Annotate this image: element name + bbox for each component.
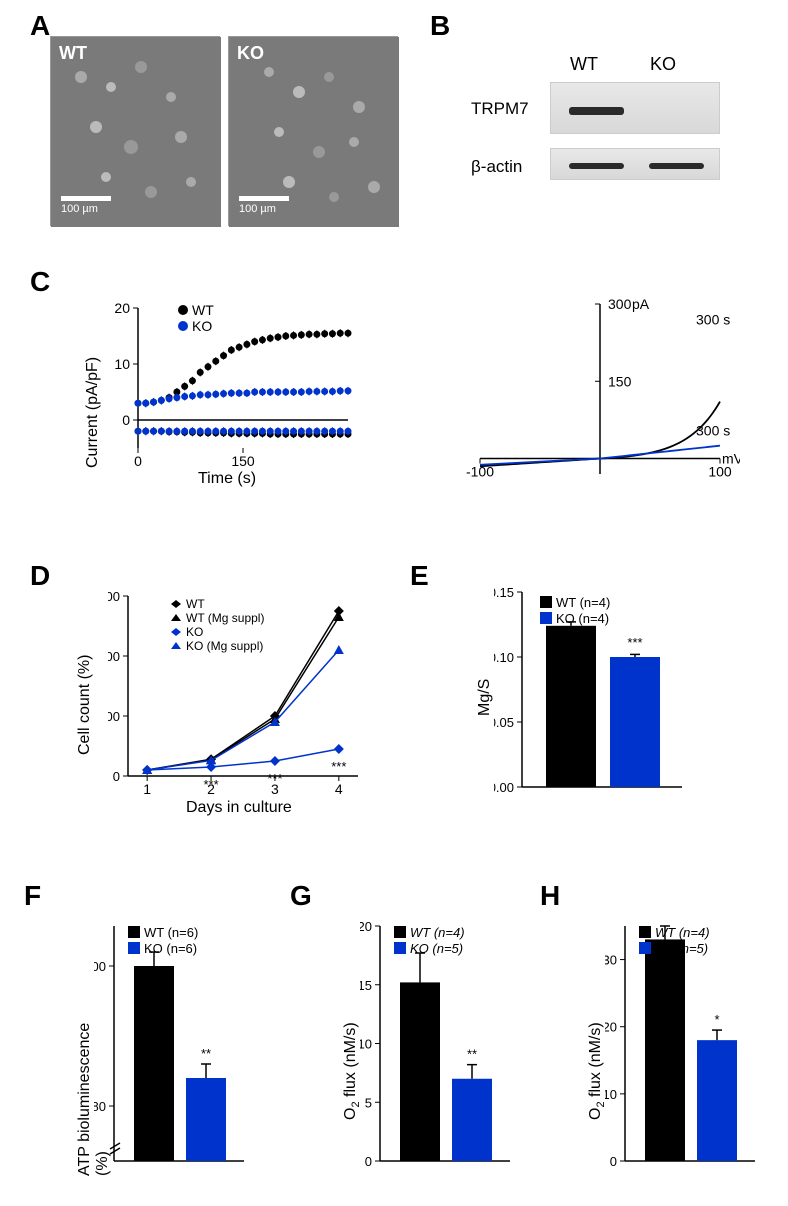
svg-text:1000: 1000: [108, 709, 120, 724]
svg-text:***: ***: [267, 771, 282, 786]
svg-text:150: 150: [231, 453, 255, 469]
blot-trpm7: TRPM7: [550, 82, 720, 134]
svg-text:KO (n=5): KO (n=5): [410, 941, 463, 956]
microscopy-ko: KO 100 µm: [228, 36, 398, 226]
svg-text:mV: mV: [722, 451, 740, 467]
svg-text:KO (n=5): KO (n=5): [655, 941, 708, 956]
panel-g-label: G: [290, 880, 312, 912]
svg-text:***: ***: [627, 635, 642, 650]
micro-label-ko: KO: [237, 43, 264, 64]
svg-text:KO: KO: [186, 625, 203, 639]
svg-text:100: 100: [94, 959, 106, 974]
svg-text:0: 0: [134, 453, 142, 469]
panel-c: 0 10 20 0 150 Current (pA/pF) Time (s) WT KO…: [60, 294, 760, 514]
svg-text:300 s: 300 s: [696, 312, 730, 328]
svg-text:WT (n=4): WT (n=4): [655, 925, 710, 940]
panel-d: 01000200030001234*********WTWT (Mg suppl…: [60, 580, 380, 840]
chart-g-o2: 05101520**WT (n=4)KO (n=5) O2 flux (nM/s…: [360, 920, 520, 1170]
d-ylabel: Cell count (%): [76, 655, 94, 755]
blot-actin: β-actin: [550, 148, 720, 180]
e-ylabel: Mg/S: [476, 679, 494, 716]
f-ylabel: ATP bioluminescence (%): [76, 998, 112, 1176]
svg-text:3000: 3000: [108, 590, 120, 604]
c1-xlabel: Time (s): [198, 470, 256, 488]
svg-text:WT (n=4): WT (n=4): [410, 925, 465, 940]
panel-a: WT 100 µm KO 100 µm: [50, 36, 400, 236]
chart-e-mgs: 0.000.050.100.15***WT (n=4)KO (n=4) Mg/S: [494, 586, 694, 796]
panel-b-label: B: [430, 10, 450, 42]
svg-text:30: 30: [605, 953, 617, 968]
svg-text:WT (n=4): WT (n=4): [556, 595, 610, 610]
svg-text:0: 0: [122, 412, 130, 428]
svg-text:300 s: 300 s: [696, 422, 730, 438]
svg-text:15: 15: [360, 978, 372, 993]
svg-text:20: 20: [360, 920, 372, 934]
svg-text:***: ***: [331, 759, 346, 774]
chart-d-growth: 01000200030001234*********WTWT (Mg suppl…: [108, 590, 368, 790]
chart-c-iv: 150300pA-100100mV300 s300 s: [460, 294, 740, 494]
svg-text:0: 0: [365, 1154, 372, 1169]
h-ylabel: O2 flux (nM/s): [587, 1022, 607, 1120]
svg-text:KO (n=6): KO (n=6): [144, 941, 197, 956]
chart-h-o2: 0102030*WT (n=4)KO (n=5) O2 flux (nM/s): [605, 920, 765, 1170]
blot-col-wt: WT: [570, 54, 598, 75]
svg-text:5: 5: [365, 1095, 372, 1110]
scalebar-ko: 100 µm: [239, 196, 289, 215]
legend-ko: KO: [192, 318, 212, 334]
svg-text:0.05: 0.05: [494, 715, 514, 730]
chart-c-timecourse: 010200150 Current (pA/pF) Time (s) WT KO: [98, 298, 358, 488]
svg-text:0: 0: [113, 769, 120, 784]
svg-text:WT (Mg suppl): WT (Mg suppl): [186, 611, 264, 625]
scalebar-wt: 100 µm: [61, 196, 111, 215]
svg-text:KO (Mg suppl): KO (Mg suppl): [186, 639, 263, 653]
micro-label-wt: WT: [59, 43, 87, 64]
svg-text:20: 20: [114, 300, 130, 316]
panel-b: WT KO TRPM7 β-actin: [460, 36, 750, 236]
chart-f-atp: 80100**WT (n=6)KO (n=6) ATP bioluminesce…: [94, 920, 254, 1170]
panel-f: 80100**WT (n=6)KO (n=6) ATP bioluminesce…: [44, 900, 264, 1180]
svg-text:KO (n=4): KO (n=4): [556, 611, 609, 626]
svg-text:0: 0: [610, 1154, 617, 1169]
svg-text:4: 4: [335, 781, 343, 797]
svg-text:1: 1: [143, 781, 151, 797]
svg-text:WT: WT: [186, 597, 205, 611]
panel-a-label: A: [30, 10, 50, 42]
panel-e: 0.00 0.05 0.10 0.15 *** WT (n=4)KO (n=4) Mg/S: [440, 580, 740, 840]
panel-c-label: C: [30, 266, 50, 298]
svg-text:WT (n=6): WT (n=6): [144, 925, 198, 940]
c1-ylabel: Current (pA/pF): [84, 357, 102, 468]
svg-text:150: 150: [608, 373, 632, 389]
panel-g: 05101520**WT (n=4)KO (n=5) O2 flux (nM/s…: [310, 900, 530, 1180]
svg-text:10: 10: [114, 356, 130, 372]
panel-f-label: F: [24, 880, 41, 912]
panel-e-label: E: [410, 560, 429, 592]
svg-text:2000: 2000: [108, 649, 120, 664]
microscopy-wt: WT 100 µm: [50, 36, 220, 226]
svg-text:0.10: 0.10: [494, 650, 514, 665]
svg-text:**: **: [467, 1047, 477, 1062]
svg-text:pA: pA: [632, 296, 650, 312]
g-ylabel: O2 flux (nM/s): [342, 1022, 362, 1120]
panel-h: 0102030*WT (n=4)KO (n=5) O2 flux (nM/s): [555, 900, 775, 1180]
svg-text:0.00: 0.00: [494, 780, 514, 795]
panel-d-label: D: [30, 560, 50, 592]
svg-text:*: *: [714, 1012, 719, 1027]
svg-text:**: **: [201, 1046, 211, 1061]
legend-wt: WT: [192, 302, 214, 318]
svg-text:0.15: 0.15: [494, 586, 514, 600]
svg-text:300: 300: [608, 296, 632, 312]
blot-col-ko: KO: [650, 54, 676, 75]
svg-text:***: ***: [203, 777, 218, 792]
d-xlabel: Days in culture: [186, 799, 292, 817]
